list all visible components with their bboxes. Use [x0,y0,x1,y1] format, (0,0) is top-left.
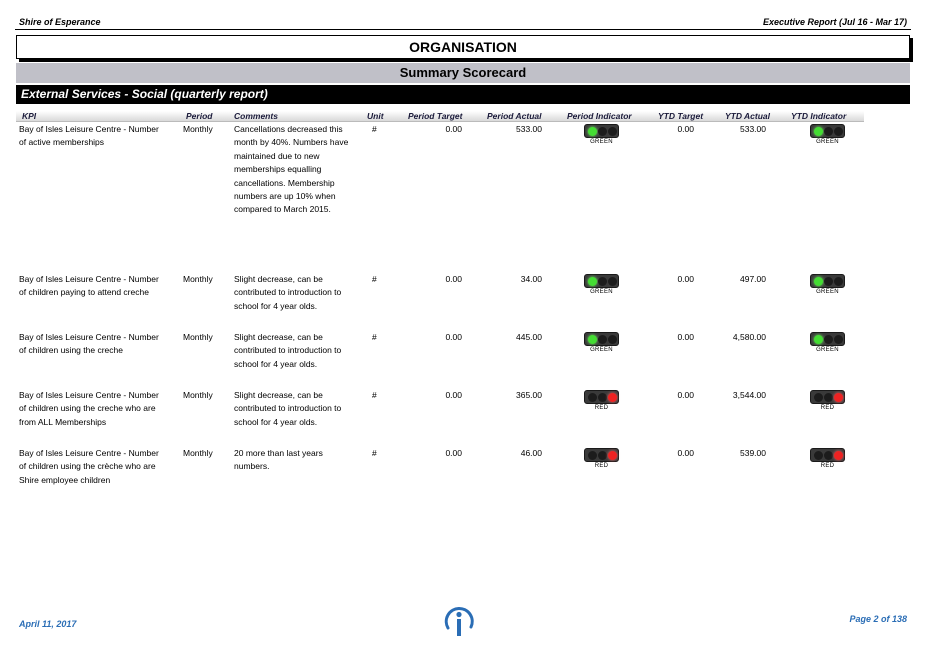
period-actual-cell: 46.00 [520,448,542,458]
ytd-actual-cell: 4,580.00 [732,332,766,342]
column-header-ytd-actual: YTD Actual [725,111,771,121]
period-indicator-traffic-light-icon: RED [584,390,620,411]
column-header-kpi: KPI [22,111,37,121]
ytd-indicator-label: RED [820,463,835,469]
kpi-cell: Bay of Isles Leisure Centre - Number of … [19,390,159,427]
period-target-cell: 0.00 [445,274,462,284]
ytd-actual-cell: 3,544.00 [732,390,766,400]
unit-cell: # [372,390,377,400]
comment-cell: Slight decrease, can be contributed to i… [234,274,342,311]
comment-cell: Slight decrease, can be contributed to i… [234,390,342,427]
period-actual-cell: 365.00 [516,390,542,400]
section-heading: External Services - Social (quarterly re… [16,85,910,104]
period-actual-cell: 445.00 [516,332,542,342]
column-header-period-target: Period Target [408,111,463,121]
period-cell: Monthly [183,390,213,400]
ytd-target-cell: 0.00 [677,390,694,400]
kpi-cell: Bay of Isles Leisure Centre - Number of … [19,332,159,356]
unit-cell: # [372,448,377,458]
period-indicator-traffic-light-icon: GREEN [584,332,620,353]
period-indicator-traffic-light-icon: GREEN [584,124,620,145]
ytd-target-cell: 0.00 [677,274,694,284]
period-indicator-label: RED [594,405,609,411]
period-actual-cell: 34.00 [520,274,542,284]
ytd-indicator-label: RED [820,405,835,411]
comment-cell: Cancellations decreased this month by 40… [234,124,349,215]
ytd-actual-cell: 533.00 [740,124,766,134]
column-header-comments: Comments [234,111,278,121]
summary-scorecard-heading: Summary Scorecard [16,63,910,83]
column-header-ytd-target: YTD Target [658,111,704,121]
period-indicator-label: GREEN [590,347,613,353]
period-cell: Monthly [183,274,213,284]
header-divider [15,29,911,30]
period-indicator-label: RED [594,463,609,469]
column-header-ytd-indicator: YTD Indicator [791,111,847,121]
period-target-cell: 0.00 [445,448,462,458]
column-header-period-indicator: Period Indicator [567,111,632,121]
period-indicator-traffic-light-icon: GREEN [584,274,620,295]
ytd-actual-cell: 497.00 [740,274,766,284]
organisation-heading: ORGANISATION [16,35,910,59]
ytd-indicator-traffic-light-icon: GREEN [810,124,846,145]
ytd-target-cell: 0.00 [677,332,694,342]
ytd-indicator-traffic-light-icon: RED [810,390,846,411]
comment-cell: Slight decrease, can be contributed to i… [234,332,342,369]
report-title: Executive Report (Jul 16 - Mar 17) [762,17,907,27]
ytd-actual-cell: 539.00 [740,448,766,458]
period-target-cell: 0.00 [445,124,462,134]
comment-cell: 20 more than last years numbers. [234,448,323,472]
column-header-row: KPI Period Comments Unit Period Target P… [16,111,864,122]
ytd-target-cell: 0.00 [677,124,694,134]
ytd-target-cell: 0.00 [677,448,694,458]
column-header-period: Period [186,111,213,121]
ytd-indicator-traffic-light-icon: RED [810,448,846,469]
column-header-unit: Unit [367,111,384,121]
period-actual-cell: 533.00 [516,124,542,134]
period-indicator-traffic-light-icon: RED [584,448,620,469]
report-date: April 11, 2017 [19,619,77,629]
period-indicator-label: GREEN [590,139,613,145]
page-number: Page 2 of 138 [849,614,907,624]
period-cell: Monthly [183,332,213,342]
kpi-cell: Bay of Isles Leisure Centre - Number of … [19,124,159,148]
ytd-indicator-traffic-light-icon: GREEN [810,274,846,295]
column-header-period-actual: Period Actual [487,111,542,121]
period-cell: Monthly [183,124,213,134]
period-cell: Monthly [183,448,213,458]
organisation-name: Shire of Esperance [19,17,101,27]
info-i-logo-icon [444,606,474,636]
ytd-indicator-label: GREEN [816,139,839,145]
ytd-indicator-label: GREEN [816,347,839,353]
ytd-indicator-traffic-light-icon: GREEN [810,332,846,353]
period-indicator-label: GREEN [590,289,613,295]
kpi-cell: Bay of Isles Leisure Centre - Number of … [19,274,159,298]
period-target-cell: 0.00 [445,332,462,342]
kpi-cell: Bay of Isles Leisure Centre - Number of … [19,448,159,485]
ytd-indicator-label: GREEN [816,289,839,295]
unit-cell: # [372,274,377,284]
unit-cell: # [372,124,377,134]
unit-cell: # [372,332,377,342]
period-target-cell: 0.00 [445,390,462,400]
